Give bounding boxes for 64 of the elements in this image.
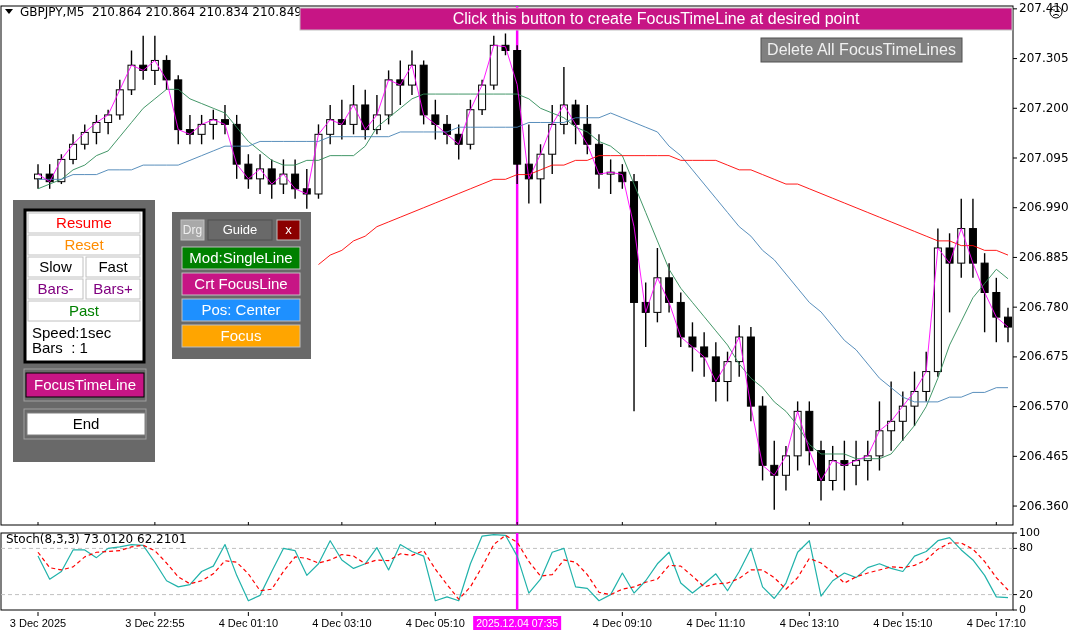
annotation: Fast — [98, 257, 129, 275]
y-tick-label: 20 — [1019, 587, 1033, 601]
button: Drg — [180, 219, 205, 241]
annotation: x — [285, 222, 293, 238]
annotation: Crt FocusLine — [194, 274, 288, 292]
banner-button: Click this button to create FocusTimeLine at desired point — [299, 7, 1013, 31]
x-tick-label: 2025.12.04 07:35 — [476, 617, 559, 629]
annotation: Pos: Center — [201, 300, 281, 318]
y-tick-label: 0 — [1019, 603, 1026, 616]
y-tick-label: 206.780 — [1019, 299, 1069, 314]
annotation: Speed:1sec — [32, 324, 112, 341]
y-tick-label: 207.095 — [1019, 150, 1069, 165]
button: Slow — [27, 256, 84, 278]
y-tick-label: 207.410 — [1019, 1, 1069, 16]
chart-title: Stoch(8,3,3) 73.0120 62.2101 — [6, 532, 187, 546]
chart-title: GBPJPY,M5 210.864 210.864 210.834 210.849 — [20, 5, 302, 19]
button: Past — [27, 300, 141, 322]
button: Bars+ — [85, 278, 141, 300]
annotation: Click this button to create FocusTimeLine at desired point — [452, 10, 860, 28]
button: Resume — [27, 212, 141, 234]
y-tick-label: 206.360 — [1019, 498, 1069, 513]
y-tick-label: 100 — [1019, 526, 1040, 539]
y-tick-label: 207.200 — [1019, 100, 1069, 115]
button: Focus — [181, 324, 301, 348]
y-tick-label: 206.885 — [1019, 249, 1069, 264]
button: Guide — [207, 219, 273, 241]
annotation: Mod:SingleLine — [189, 248, 293, 266]
annotation: Reset — [64, 235, 105, 253]
x-tick-label: 3 Dec 22:55 — [125, 617, 185, 629]
button: Bars- — [27, 278, 84, 300]
annotation: End — [72, 414, 100, 432]
annotation: Slow — [39, 257, 72, 275]
button: Crt FocusLine — [181, 272, 301, 296]
button: Fast — [85, 256, 141, 278]
x-tick-label: 4 Dec 13:10 — [779, 617, 839, 629]
y-tick-label: 206.675 — [1019, 349, 1069, 364]
x-tick-label: 4 Dec 05:10 — [405, 617, 466, 629]
x-tick-label: 4 Dec 09:10 — [592, 617, 652, 629]
x-tick-label: 3 Dec 2025 — [9, 617, 67, 629]
x-tick-label: 4 Dec 01:10 — [218, 617, 279, 629]
x-tick-label: 4 Dec 15:10 — [873, 617, 933, 629]
annotation: FocusTimeLine — [34, 375, 136, 393]
button: Mod:SingleLine — [181, 246, 301, 270]
annotation: Guide — [222, 222, 258, 238]
annotation: Delete All FocusTimeLines — [767, 41, 956, 59]
button: Pos: Center — [181, 298, 301, 322]
annotation: Past — [68, 301, 100, 319]
x-tick-label: 4 Dec 11:10 — [686, 617, 746, 629]
delete-button: Delete All FocusTimeLines — [760, 37, 963, 63]
y-tick-label: 207.305 — [1019, 51, 1069, 66]
x-tick-label: 4 Dec 03:10 — [312, 617, 372, 629]
button: FocusTimeLine — [25, 372, 145, 398]
button: End — [26, 412, 146, 436]
button: x — [276, 219, 301, 241]
y-tick-label: 80 — [1019, 541, 1033, 555]
x-tick-label: 4 Dec 17:10 — [966, 617, 1026, 629]
annotation: Focus — [220, 326, 262, 344]
y-tick-label: 206.570 — [1019, 399, 1069, 414]
annotation: Resume — [56, 213, 112, 231]
annotation: Bars+ — [93, 279, 134, 297]
button: Reset — [27, 234, 141, 256]
y-tick-label: 206.990 — [1019, 200, 1069, 215]
annotation: Bars- — [37, 279, 74, 297]
y-tick-label: 206.465 — [1019, 448, 1069, 463]
